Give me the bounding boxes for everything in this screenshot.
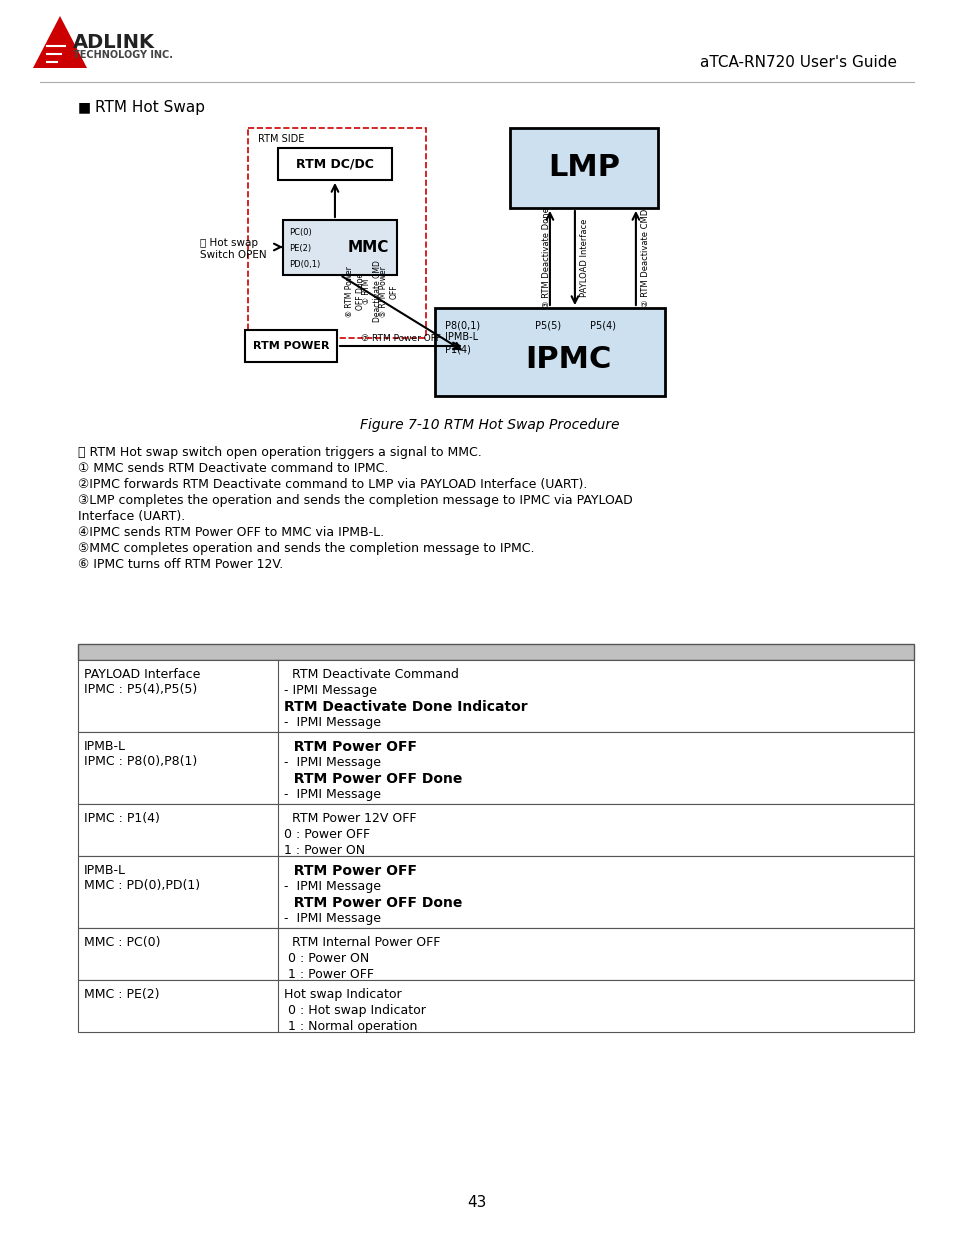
Text: PE(2): PE(2) (289, 245, 311, 253)
Text: IPMB-L: IPMB-L (84, 740, 126, 753)
FancyBboxPatch shape (78, 981, 913, 1032)
Text: -  IPMI Message: - IPMI Message (284, 881, 380, 893)
Text: -  IPMI Message: - IPMI Message (284, 788, 380, 802)
Text: RTM Power OFF Done: RTM Power OFF Done (284, 897, 462, 910)
Text: ⑥ IPMC turns off RTM Power 12V.: ⑥ IPMC turns off RTM Power 12V. (78, 558, 283, 571)
Text: RTM Deactivate Command: RTM Deactivate Command (284, 668, 458, 680)
FancyBboxPatch shape (510, 128, 658, 207)
Text: RTM Power 12V OFF: RTM Power 12V OFF (284, 811, 416, 825)
Text: 0 : Hot swap Indicator: 0 : Hot swap Indicator (284, 1004, 425, 1016)
Text: Ⓢ RTM Hot swap switch open operation triggers a signal to MMC.: Ⓢ RTM Hot swap switch open operation tri… (78, 446, 481, 459)
Text: - IPMI Message: - IPMI Message (284, 684, 376, 697)
Text: PAYLOAD Interface: PAYLOAD Interface (579, 219, 589, 298)
Text: IPMC : P5(4),P5(5): IPMC : P5(4),P5(5) (84, 683, 197, 697)
Text: P5(4): P5(4) (589, 320, 616, 330)
Text: IPMC : P1(4): IPMC : P1(4) (84, 811, 160, 825)
Text: Figure 7-10 RTM Hot Swap Procedure: Figure 7-10 RTM Hot Swap Procedure (360, 417, 619, 432)
Text: PD(0,1): PD(0,1) (289, 261, 320, 269)
Text: Interface (UART).: Interface (UART). (78, 510, 185, 522)
Text: IPMB-L: IPMB-L (444, 332, 477, 342)
Text: RTM Hot Swap: RTM Hot Swap (95, 100, 205, 115)
Text: 1 : Power OFF: 1 : Power OFF (284, 968, 374, 981)
FancyBboxPatch shape (283, 220, 396, 275)
Text: RTM Internal Power OFF: RTM Internal Power OFF (284, 936, 440, 948)
Text: RTM Power OFF: RTM Power OFF (284, 864, 416, 878)
Text: -  IPMI Message: - IPMI Message (284, 911, 380, 925)
FancyBboxPatch shape (78, 927, 913, 981)
Polygon shape (33, 16, 87, 68)
Text: ■: ■ (78, 100, 91, 114)
Text: ① RTM
Deactivate CMD: ① RTM Deactivate CMD (362, 261, 381, 322)
Text: ⑥ RTM Power
OFF Done: ⑥ RTM Power OFF Done (345, 266, 364, 317)
FancyBboxPatch shape (248, 128, 425, 338)
Text: ②IPMC forwards RTM Deactivate command to LMP via PAYLOAD Interface (UART).: ②IPMC forwards RTM Deactivate command to… (78, 478, 587, 492)
Text: P5(5): P5(5) (535, 320, 560, 330)
Text: MMC : PE(2): MMC : PE(2) (84, 988, 159, 1002)
Text: RTM Power OFF Done: RTM Power OFF Done (284, 772, 462, 785)
Text: TECHNOLOGY INC.: TECHNOLOGY INC. (73, 49, 172, 61)
FancyBboxPatch shape (435, 308, 664, 396)
Text: Hot swap Indicator: Hot swap Indicator (284, 988, 401, 1002)
Text: ADLINK: ADLINK (73, 33, 154, 52)
Text: 0 : Power ON: 0 : Power ON (284, 952, 369, 965)
Text: IPMB-L: IPMB-L (84, 864, 126, 877)
Text: RTM POWER: RTM POWER (253, 341, 329, 351)
FancyBboxPatch shape (78, 659, 913, 732)
Text: MMC : PC(0): MMC : PC(0) (84, 936, 160, 948)
Text: ⑦ RTM Power OFF: ⑦ RTM Power OFF (360, 333, 440, 343)
Text: IPMC: IPMC (524, 346, 611, 374)
FancyBboxPatch shape (277, 148, 392, 180)
Text: P1(4): P1(4) (444, 345, 471, 354)
Text: 1 : Power ON: 1 : Power ON (284, 844, 365, 857)
Text: ② RTM Deactivate CMD: ② RTM Deactivate CMD (640, 209, 650, 308)
Text: 1 : Normal operation: 1 : Normal operation (284, 1020, 416, 1032)
Text: -  IPMI Message: - IPMI Message (284, 756, 380, 769)
Text: RTM Power OFF: RTM Power OFF (284, 740, 416, 755)
Text: PAYLOAD Interface: PAYLOAD Interface (84, 668, 200, 680)
Text: P8(0,1): P8(0,1) (444, 320, 479, 330)
FancyBboxPatch shape (245, 330, 336, 362)
Text: ⑤MMC completes operation and sends the completion message to IPMC.: ⑤MMC completes operation and sends the c… (78, 542, 534, 555)
Text: PC(0): PC(0) (289, 228, 312, 237)
Text: Ⓢ Hot swap
Switch OPEN: Ⓢ Hot swap Switch OPEN (200, 238, 266, 259)
Text: RTM DC/DC: RTM DC/DC (295, 158, 374, 170)
Text: ④IPMC sends RTM Power OFF to MMC via IPMB-L.: ④IPMC sends RTM Power OFF to MMC via IPM… (78, 526, 384, 538)
Text: ③ RTM Deactivate Done: ③ RTM Deactivate Done (542, 207, 551, 309)
FancyBboxPatch shape (78, 856, 913, 927)
FancyBboxPatch shape (78, 804, 913, 856)
FancyBboxPatch shape (78, 732, 913, 804)
Text: RTM SIDE: RTM SIDE (257, 135, 304, 144)
Text: LMP: LMP (547, 153, 619, 183)
Text: RTM Deactivate Done Indicator: RTM Deactivate Done Indicator (284, 700, 527, 714)
Text: 0 : Power OFF: 0 : Power OFF (284, 827, 370, 841)
Text: ③LMP completes the operation and sends the completion message to IPMC via PAYLOA: ③LMP completes the operation and sends t… (78, 494, 632, 508)
Text: MMC: MMC (347, 240, 389, 254)
FancyBboxPatch shape (78, 643, 913, 659)
Text: -  IPMI Message: - IPMI Message (284, 716, 380, 729)
Text: MMC : PD(0),PD(1): MMC : PD(0),PD(1) (84, 879, 200, 892)
Text: aTCA-RN720 User's Guide: aTCA-RN720 User's Guide (700, 56, 896, 70)
Text: IPMC : P8(0),P8(1): IPMC : P8(0),P8(1) (84, 755, 197, 768)
Text: ① MMC sends RTM Deactivate command to IPMC.: ① MMC sends RTM Deactivate command to IP… (78, 462, 388, 475)
Text: 43: 43 (467, 1195, 486, 1210)
Text: ⑤ RTM Power
OFF: ⑤ RTM Power OFF (379, 266, 398, 317)
